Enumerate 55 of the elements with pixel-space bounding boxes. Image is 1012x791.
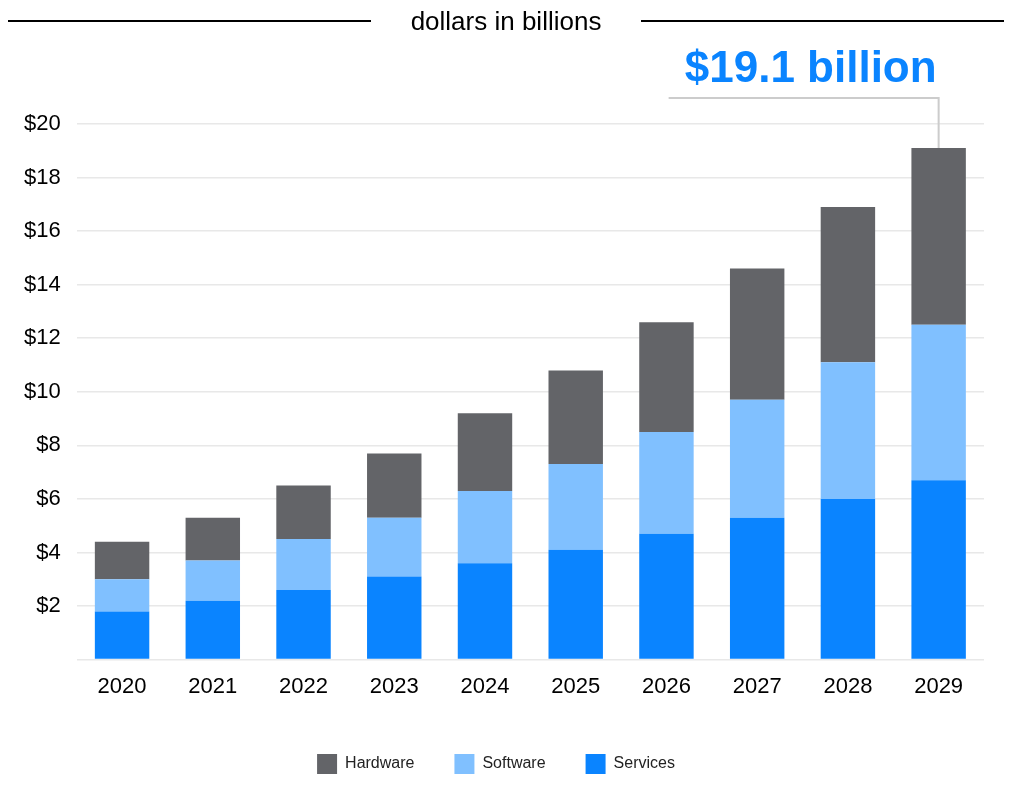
bar (729, 399, 785, 518)
legend-label: Software (482, 754, 546, 772)
y-tick-label: $4 (36, 538, 61, 564)
x-tick-label: 2022 (279, 672, 329, 698)
x-tick-label: 2027 (732, 672, 782, 698)
y-tick-label: $6 (36, 484, 61, 510)
bar (367, 453, 422, 518)
bar (185, 517, 241, 561)
bar (548, 370, 603, 465)
bar (457, 413, 513, 491)
x-tick-label: 2025 (551, 672, 601, 698)
bar (185, 600, 241, 659)
bar (639, 533, 694, 659)
bar (185, 560, 241, 601)
bar (820, 362, 876, 499)
x-tick-label: 2024 (460, 672, 510, 698)
bar (820, 498, 876, 659)
legend-label: Hardware (345, 754, 415, 772)
bar (729, 268, 785, 400)
y-tick-label: $18 (23, 163, 61, 189)
bar (911, 148, 966, 325)
bar (457, 490, 513, 564)
y-tick-label: $16 (23, 217, 61, 243)
bar (367, 576, 422, 659)
y-tick-label: $20 (23, 110, 61, 136)
bar (911, 480, 966, 659)
y-tick-label: $14 (23, 270, 61, 296)
bar (94, 611, 150, 659)
x-tick-label: 2020 (97, 672, 147, 698)
bar (639, 431, 694, 534)
bar (276, 589, 331, 659)
bar (820, 207, 876, 363)
bar (639, 322, 694, 432)
bar (457, 563, 513, 659)
bar (94, 541, 150, 580)
x-tick-label: 2021 (188, 672, 238, 698)
y-tick-label: $12 (23, 324, 61, 350)
x-tick-label: 2023 (369, 672, 419, 698)
x-tick-label: 2026 (641, 672, 691, 698)
legend-label: Services (613, 754, 675, 772)
y-tick-label: $2 (36, 592, 61, 618)
bar (548, 464, 603, 550)
bar (729, 517, 785, 659)
annotation: $19.1 billion (684, 42, 937, 92)
x-tick-label: 2028 (823, 672, 873, 698)
y-tick-label: $10 (23, 377, 61, 403)
bar (911, 324, 966, 481)
bar (548, 549, 603, 659)
y-tick-label: $8 (36, 431, 61, 457)
chart-title: dollars in billions (409, 5, 603, 37)
bar (94, 579, 150, 612)
bar (367, 517, 422, 577)
x-tick-label: 2029 (914, 672, 964, 698)
bar (276, 539, 331, 590)
bar (276, 485, 331, 540)
